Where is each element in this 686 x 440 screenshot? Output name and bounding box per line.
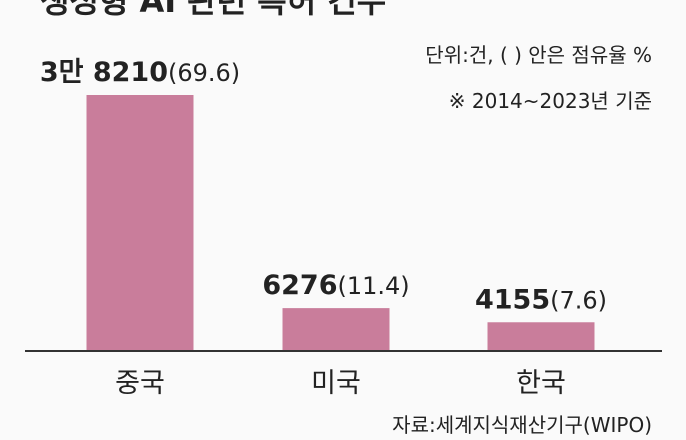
x-tick-label: 한국 — [516, 368, 566, 399]
value-text: 3만 8210 — [40, 57, 168, 88]
share-text: (69.6) — [168, 59, 240, 87]
chart-title: 생성형 AI 관련 특허 건수 — [40, 0, 386, 20]
share-text: (7.6) — [550, 286, 607, 314]
x-tick-label: 중국 — [115, 368, 165, 399]
bar — [282, 308, 390, 350]
bar — [86, 95, 194, 350]
source: 자료:세계지식재산기구(WIPO) — [392, 413, 652, 437]
bar — [487, 322, 595, 350]
note: 단위:건, ( ) 안은 점유율 % — [425, 43, 652, 67]
share-text: (11.4) — [337, 272, 409, 300]
value-text: 6276 — [262, 270, 337, 301]
value-label: 4155(7.6) — [475, 284, 607, 315]
x-tick-label: 미국 — [311, 368, 361, 399]
note: ※ 2014~2023년 기준 — [449, 89, 652, 113]
value-label: 3만 8210(69.6) — [40, 57, 240, 88]
value-label: 6276(11.4) — [262, 270, 409, 301]
value-text: 4155 — [475, 284, 550, 315]
